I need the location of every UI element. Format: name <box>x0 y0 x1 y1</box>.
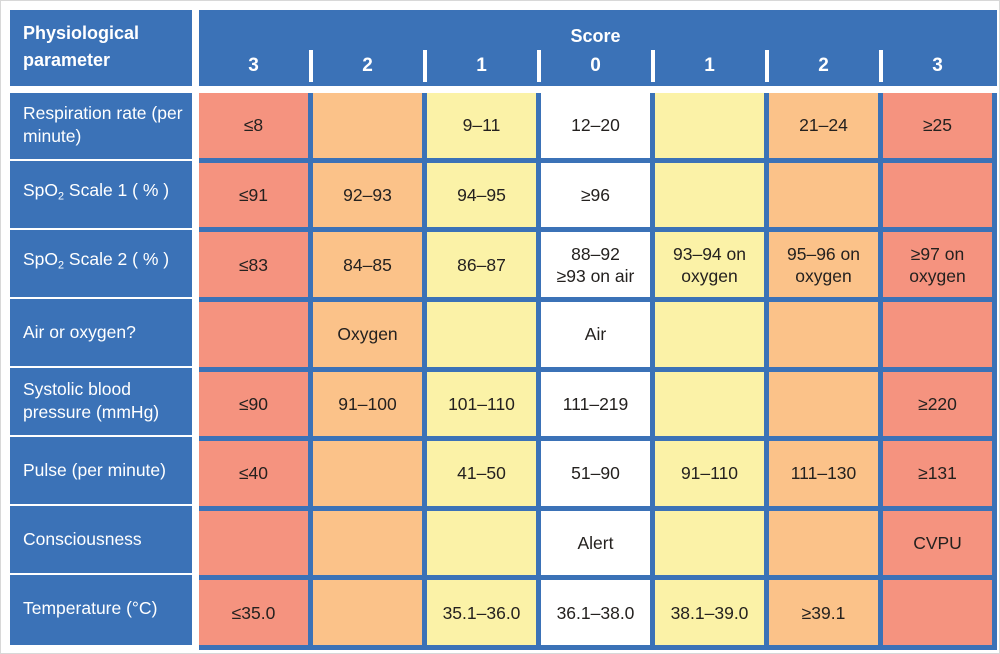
score-cell <box>883 580 992 645</box>
score-cell <box>655 93 764 158</box>
score-cell: Oxygen <box>313 301 422 367</box>
score-cell: ≥131 <box>883 441 992 506</box>
score-cell: ≤90 <box>199 371 308 437</box>
score-cell: 84–85 <box>313 232 422 297</box>
score-cell: 51–90 <box>541 441 650 506</box>
score-column-label: 2 <box>769 46 878 86</box>
score-cell: 91–100 <box>313 371 422 437</box>
score-cell: ≥25 <box>883 93 992 158</box>
parameter-label: Air or oxygen? <box>10 300 192 369</box>
parameter-header: Physiological parameter <box>10 10 192 86</box>
score-cell: 9–11 <box>427 93 536 158</box>
score-cell <box>883 162 992 228</box>
score-cell: 36.1–38.0 <box>541 580 650 645</box>
score-column-label: 2 <box>313 46 422 86</box>
score-cell <box>655 301 764 367</box>
score-cell: CVPU <box>883 510 992 576</box>
score-cell: 111–130 <box>769 441 878 506</box>
score-cell <box>313 580 422 645</box>
score-cell <box>655 371 764 437</box>
score-cell: 94–95 <box>427 162 536 228</box>
parameter-label: Temperature (°C) <box>23 597 158 618</box>
score-cell <box>769 162 878 228</box>
score-cell: ≥96 <box>541 162 650 228</box>
parameter-label: SpO2 Scale 1 ( % ) <box>10 162 192 231</box>
score-cell: ≤83 <box>199 232 308 297</box>
score-cell: 93–94 on oxygen <box>655 232 764 297</box>
column-gutter <box>192 10 199 86</box>
header-body-gutter <box>10 86 997 93</box>
score-cell <box>427 301 536 367</box>
score-cell: 21–24 <box>769 93 878 158</box>
score-cell <box>313 510 422 576</box>
score-column-label: 1 <box>427 46 536 86</box>
column-gutter <box>192 93 199 650</box>
parameter-label: Respiration rate (per minute) <box>10 93 192 162</box>
score-cell: Alert <box>541 510 650 576</box>
score-cell: 91–110 <box>655 441 764 506</box>
score-cell: 101–110 <box>427 371 536 437</box>
parameter-label: Systolic blood pressure (mmHg) <box>10 369 192 438</box>
parameter-label: Pulse (per minute) <box>10 438 192 507</box>
score-column-label: 1 <box>655 46 764 86</box>
parameter-label: SpO2 Scale 2 ( % ) <box>10 231 192 300</box>
score-cell <box>427 510 536 576</box>
score-cell <box>655 162 764 228</box>
score-cell <box>199 510 308 576</box>
score-cell: 38.1–39.0 <box>655 580 764 645</box>
score-cell: ≤8 <box>199 93 308 158</box>
score-cell: ≤40 <box>199 441 308 506</box>
score-cell <box>199 301 308 367</box>
score-cell: ≥220 <box>883 371 992 437</box>
score-title: Score <box>570 26 621 46</box>
parameter-column: Respiration rate (per minute) SpO2 Scale … <box>10 93 192 645</box>
score-cell <box>655 510 764 576</box>
score-cell: ≥39.1 <box>769 580 878 645</box>
parameter-header-label: Physiological parameter <box>23 23 140 70</box>
score-cell: 12–20 <box>541 93 650 158</box>
score-cell: 41–50 <box>427 441 536 506</box>
score-cell: 35.1–36.0 <box>427 580 536 645</box>
score-grid: ≤8 9–11 12–20 21–24 ≥25 ≤91 92–93 94–95 ≥96 ≤83 84… <box>199 93 997 650</box>
score-column-label: 0 <box>541 46 650 86</box>
score-cell: 88–92 ≥93 on air <box>541 232 650 297</box>
score-cell: ≤91 <box>199 162 308 228</box>
score-cell <box>313 93 422 158</box>
score-cell <box>313 441 422 506</box>
score-cell <box>769 510 878 576</box>
score-column-label: 3 <box>883 46 992 86</box>
score-cell <box>769 301 878 367</box>
score-cell: ≥97 on oxygen <box>883 232 992 297</box>
score-column-label: 3 <box>248 55 259 76</box>
score-cell: ≤35.0 <box>199 580 308 645</box>
parameter-label: Consciousness <box>10 507 192 576</box>
score-cell: 92–93 <box>313 162 422 228</box>
score-cell: 95–96 on oxygen <box>769 232 878 297</box>
score-cell: Air <box>541 301 650 367</box>
score-cell <box>769 371 878 437</box>
score-cell: 111–219 <box>541 371 650 437</box>
score-cell <box>883 301 992 367</box>
score-cell: 86–87 <box>427 232 536 297</box>
